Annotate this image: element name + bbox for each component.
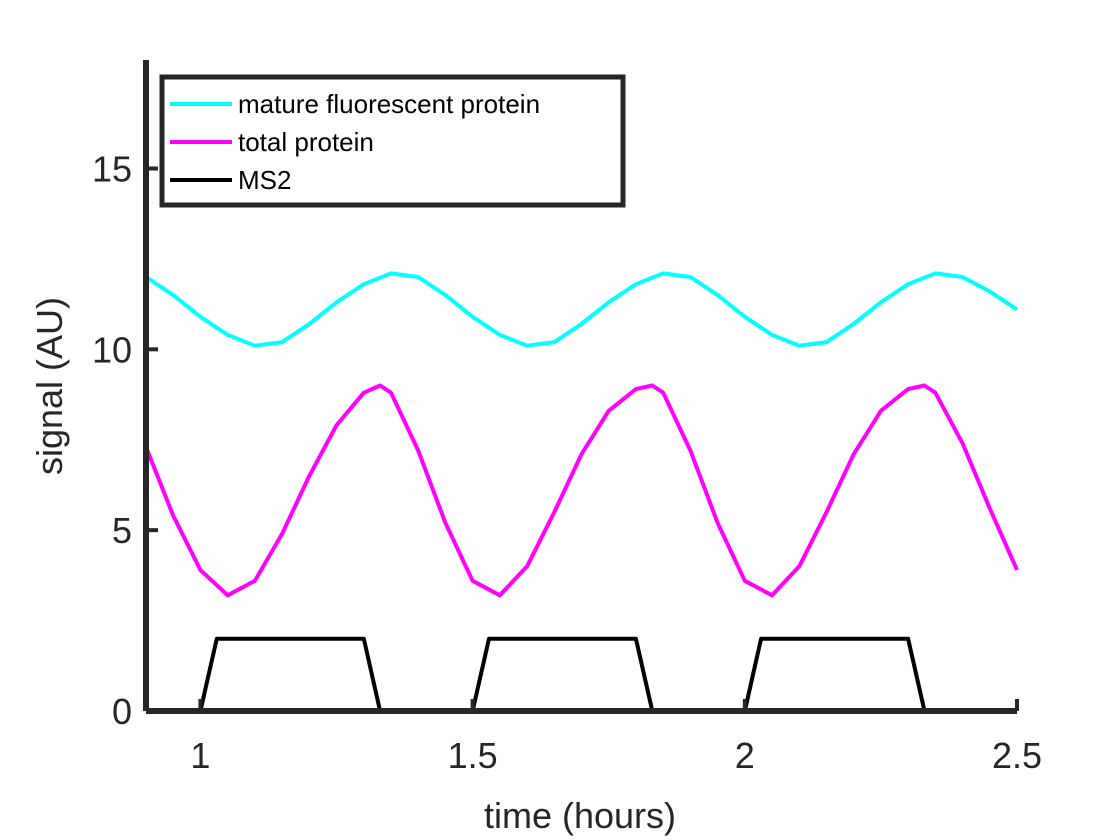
x-tick-label: 2.5 xyxy=(992,735,1042,776)
y-ticks: 0 5 10 15 xyxy=(92,149,158,732)
legend-box xyxy=(159,74,626,208)
x-axis-label: time (hours) xyxy=(484,795,676,836)
x-ticks: 1 1.5 2 2.5 xyxy=(190,699,1042,776)
legend-label-mature-fluorescent-protein: mature fluorescent protein xyxy=(238,89,540,119)
x-tick-label: 2 xyxy=(735,735,755,776)
y-axis-label: signal (AU) xyxy=(29,297,70,475)
plot-lines xyxy=(144,271,1019,712)
series-line-total-protein xyxy=(144,383,1019,598)
y-tick-label: 10 xyxy=(92,329,132,370)
legend-label-total-protein: total protein xyxy=(238,127,374,157)
series-line-ms2-2 xyxy=(470,636,655,712)
legend-label-ms2: MS2 xyxy=(238,165,291,195)
y-tick-label: 0 xyxy=(112,691,132,732)
x-tick-label: 1.5 xyxy=(448,735,498,776)
y-tick-label: 15 xyxy=(92,149,132,190)
series-line-mature-fluorescent-protein xyxy=(144,271,1019,348)
series-line-ms2-1 xyxy=(198,636,383,712)
x-tick-label: 1 xyxy=(190,735,210,776)
legend: mature fluorescent protein total protein… xyxy=(159,74,626,208)
series-line-ms2-3 xyxy=(742,636,927,712)
y-tick-label: 5 xyxy=(112,510,132,551)
